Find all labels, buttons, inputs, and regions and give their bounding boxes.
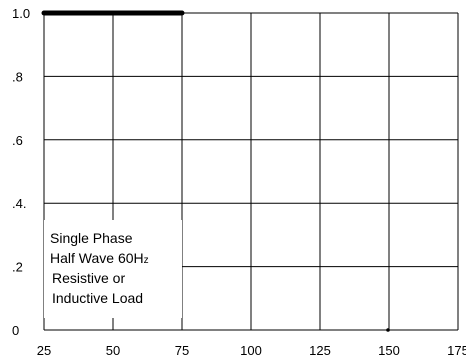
y-tick-labels: 0 .2 .4. .6 .8 1.0 <box>12 6 30 338</box>
x-tick-label-0: 25 <box>37 343 51 358</box>
y-tick-label-2: .4. <box>12 196 26 211</box>
y-tick-label-3: .6 <box>12 133 23 148</box>
y-tick-label-4: .8 <box>12 69 23 84</box>
note-line-4: Inductive Load <box>52 290 143 306</box>
x-tick-label-6: 175 <box>447 343 466 358</box>
x-tick-labels: 25 50 75 100 125 150 175 <box>37 343 466 358</box>
y-tick-label-1: .2 <box>12 260 23 275</box>
x-tick-label-3: 100 <box>240 343 262 358</box>
x-tick-label-4: 125 <box>309 343 331 358</box>
note-line-1: Single Phase <box>50 230 133 246</box>
note-line-2-text: Half Wave 60H <box>50 250 144 266</box>
y-tick-label-0: 0 <box>12 323 19 338</box>
chart-note: Single Phase Half Wave 60Hz Resistive or… <box>50 230 153 306</box>
note-line-3: Resistive or <box>52 270 125 286</box>
series-point-0 <box>386 328 390 332</box>
x-tick-label-2: 75 <box>175 343 189 358</box>
x-tick-label-1: 50 <box>106 343 120 358</box>
y-tick-label-5: 1.0 <box>12 6 30 21</box>
grid-lines <box>43 12 459 331</box>
note-background <box>44 220 182 318</box>
note-subscript: z <box>144 255 149 266</box>
x-tick-label-5: 150 <box>378 343 400 358</box>
data-series <box>41 10 390 332</box>
note-line-2: Half Wave 60Hz <box>50 250 149 266</box>
